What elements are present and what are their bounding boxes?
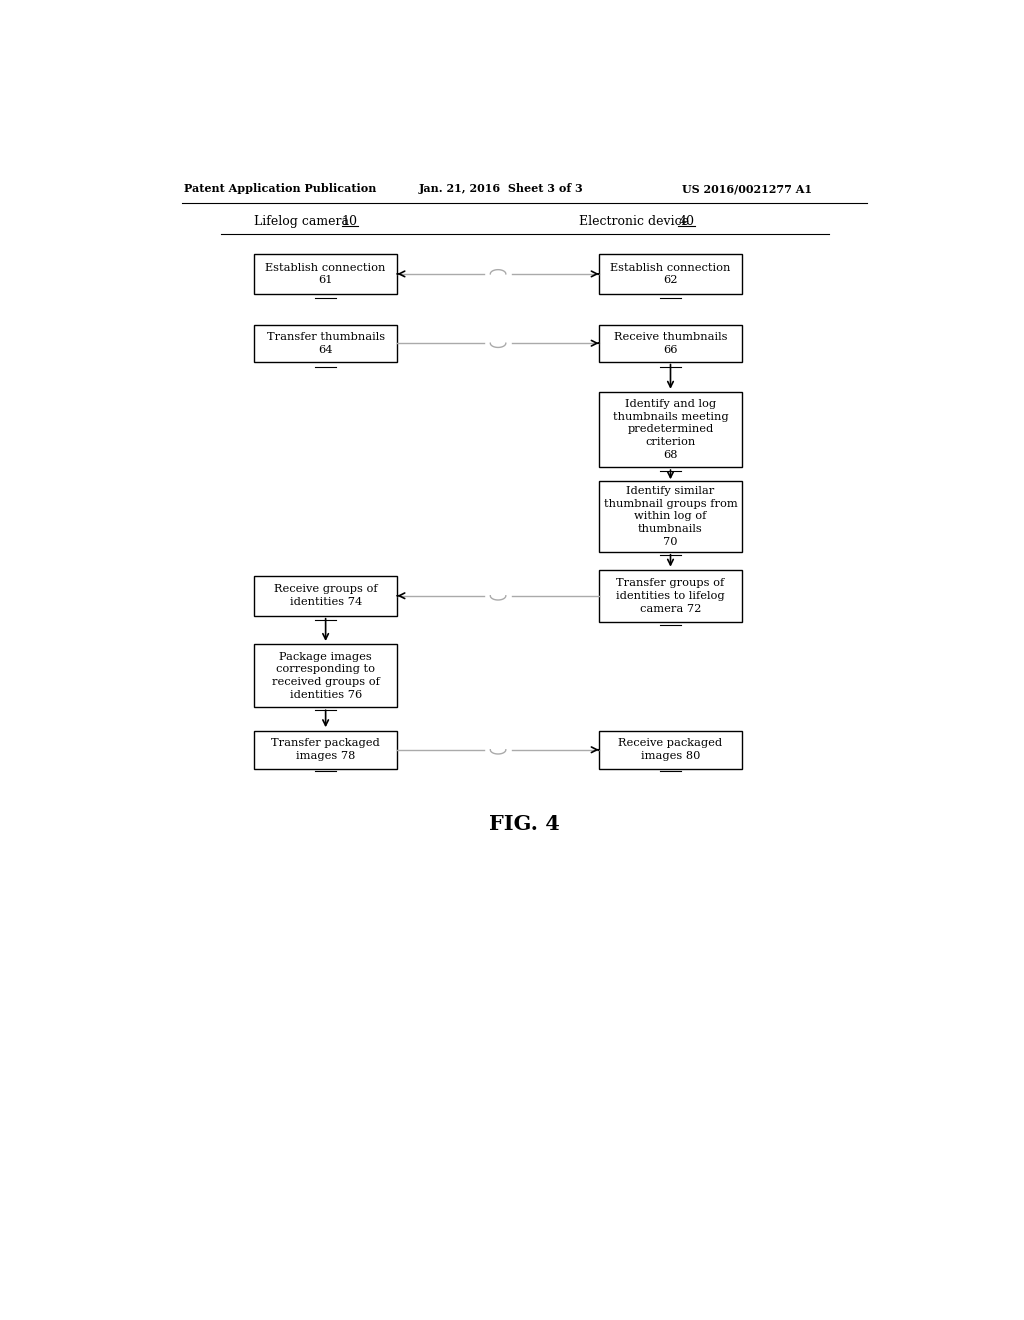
FancyBboxPatch shape: [599, 253, 742, 294]
Text: Patent Application Publication: Patent Application Publication: [183, 183, 376, 194]
FancyBboxPatch shape: [599, 570, 742, 622]
Text: Identify and log
thumbnails meeting
predetermined
criterion
68: Identify and log thumbnails meeting pred…: [612, 399, 728, 461]
Text: 10: 10: [342, 215, 357, 227]
FancyBboxPatch shape: [254, 730, 397, 770]
Text: Jan. 21, 2016  Sheet 3 of 3: Jan. 21, 2016 Sheet 3 of 3: [419, 183, 584, 194]
Text: 40: 40: [678, 215, 694, 227]
Text: Receive packaged
images 80: Receive packaged images 80: [618, 738, 723, 762]
Text: Electronic device: Electronic device: [579, 215, 693, 227]
Text: Transfer groups of
identities to lifelog
camera 72: Transfer groups of identities to lifelog…: [616, 578, 725, 614]
FancyBboxPatch shape: [254, 576, 397, 616]
FancyBboxPatch shape: [599, 325, 742, 362]
FancyBboxPatch shape: [254, 644, 397, 708]
FancyBboxPatch shape: [599, 392, 742, 467]
Text: US 2016/0021277 A1: US 2016/0021277 A1: [682, 183, 812, 194]
FancyBboxPatch shape: [599, 480, 742, 552]
Text: Transfer packaged
images 78: Transfer packaged images 78: [271, 738, 380, 762]
Text: Identify similar
thumbnail groups from
within log of
thumbnails
70: Identify similar thumbnail groups from w…: [603, 486, 737, 546]
Text: FIG. 4: FIG. 4: [489, 814, 560, 834]
Text: Establish connection
62: Establish connection 62: [610, 263, 731, 285]
FancyBboxPatch shape: [254, 253, 397, 294]
Text: Lifelog camera: Lifelog camera: [254, 215, 352, 227]
Text: Transfer thumbnails
64: Transfer thumbnails 64: [266, 331, 385, 355]
Text: Receive thumbnails
66: Receive thumbnails 66: [613, 331, 727, 355]
Text: Establish connection
61: Establish connection 61: [265, 263, 386, 285]
FancyBboxPatch shape: [254, 325, 397, 362]
Text: Receive groups of
identities 74: Receive groups of identities 74: [273, 585, 378, 607]
Text: Package images
corresponding to
received groups of
identities 76: Package images corresponding to received…: [271, 652, 380, 700]
FancyBboxPatch shape: [599, 730, 742, 770]
